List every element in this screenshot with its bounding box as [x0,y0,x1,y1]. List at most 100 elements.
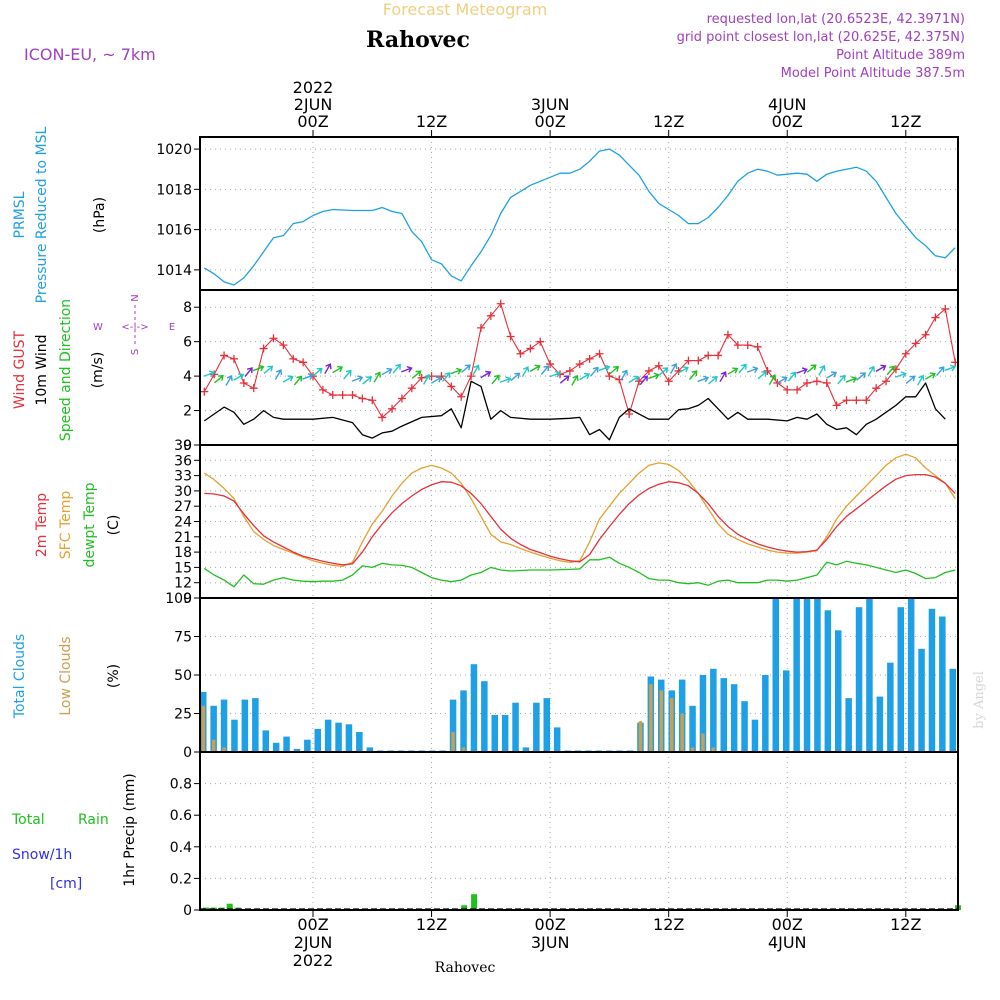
wind-arrow-shape-3 [233,373,245,381]
gust-marker-16 [358,394,367,403]
total-cloud-bar-56 [783,670,790,752]
wind-arrow-icon-16 [362,376,373,385]
wind-arrow-shape-66 [856,372,867,381]
ytick-label-wind-4: 8 [183,300,192,316]
gust-marker-50 [694,356,703,365]
top-axis-label-4-line2: 4JUN [768,95,807,114]
wind-arrow-icon-35 [549,370,561,378]
total-cloud-bar-8 [283,736,290,752]
gust-marker-4 [239,379,248,387]
wind-arrow-icon-65 [845,376,858,383]
wind-arrow-shape-28 [480,370,492,379]
rain-bar-3 [226,903,233,910]
location-title: Rahovec [366,27,470,53]
total-cloud-bar-5 [252,698,259,752]
wind-arrow-shape-56 [757,371,768,380]
panel-precip: 0 0.2 0.4 0.6 0.8 [170,752,961,919]
gust-marker-35 [546,360,555,369]
wind-arrow-shape-53 [727,367,739,375]
wind-arrow-shape-10 [302,373,314,380]
wind-unit: (m/s) [90,352,106,389]
wind-arrow-shape-36 [559,375,570,384]
gust-marker-28 [476,323,485,332]
wind-arrow-shape-23 [430,376,442,384]
wind-arrow-icon-46 [658,367,669,376]
bottom-axis-label-0-line2: 2JUN [294,933,333,952]
total-cloud-bar-28 [491,715,498,752]
wind-arrow-shape-43 [628,375,640,384]
footer-location: Rahovec [435,960,496,976]
bottom-axis-label-0-line3: 2022 [293,951,334,970]
total-cloud-bar-32 [533,702,540,752]
total-cloud-bar-13 [335,722,342,752]
total-cloud-bar-58 [803,598,811,752]
gust-marker-66 [852,396,861,405]
ytick-label-temperature-5: 24 [174,515,192,531]
gust-marker-45 [644,366,653,375]
pressure-labels: PRMSL Pressure Reduced to MSL (hPa) [12,126,108,303]
wind-arrow-icon-69 [886,365,895,376]
wind-arrow-icon-51 [708,376,718,385]
precip-unit: 1hr Precip (mm) [122,773,138,886]
ytick-label-temperature-3: 18 [174,545,192,561]
wind-arrow-shape-31 [510,372,521,382]
gust-marker-37 [565,366,574,375]
rain-bar-5 [461,905,468,910]
gust-marker-15 [348,391,357,400]
ytick-label-pressure-3: 1020 [156,142,192,158]
wind-arrow-shape-34 [540,365,550,375]
wind-arrow-shape-22 [422,373,431,385]
total-cloud-bar-67 [897,607,904,752]
panel-frame-1 [199,289,959,446]
pressure-unit: (hPa) [92,197,108,233]
ytick-label-wind-0: 0 [183,438,192,454]
wind-arrow-shape-58 [776,376,788,384]
total-cloud-bar-62 [845,698,852,752]
wind-arrow-icon-73 [924,372,936,380]
total-cloud-bar-65 [876,696,884,752]
gust-marker-57 [763,366,772,375]
wind-arrow-shape-69 [886,365,895,376]
ytick-label-temperature-9: 36 [174,453,192,469]
wind-arrow-icon-26 [461,364,471,373]
wind-arrow-icon-67 [867,365,875,377]
wind-arrow-shape-20 [401,365,413,373]
total-cloud-bar-12 [324,719,332,752]
total-cloud-bar-2 [220,699,228,752]
temperature-labels: 2m Temp SFC Temp dewpt Temp (C) [34,482,122,567]
wind-arrow-icon-45 [648,372,660,380]
wind-arrow-icon-48 [677,366,689,374]
wind-arrow-shape-16 [362,376,373,385]
wind-arrow-icon-58 [776,376,788,384]
wind-arrow-shape-33 [529,364,541,373]
rain-bar-6 [471,894,478,910]
total-cloud-bar-55 [772,598,779,752]
total-cloud-bar-29 [501,715,509,752]
compass-e: E [169,322,175,333]
low-cloud-bar-0 [201,705,205,752]
ytick-label-precip-2: 0.4 [170,840,192,856]
wind-arrow-icon-21 [411,370,422,379]
wind-arrow-icon-17 [373,371,381,383]
gust-marker-64 [832,401,841,410]
wind-direction-label: Speed and Direction [58,299,74,441]
wind-arrow-icon-18 [381,367,393,376]
wind-arrow-icon-29 [491,374,500,385]
wind-arrow-icon-41 [609,366,620,375]
wind-arrow-shape-0 [203,370,216,378]
gust-marker-63 [822,379,831,387]
wind-arrow-icon-20 [401,365,413,373]
precip-total-label: Total [11,812,45,828]
wind-labels: Wind GUST 10m Wind Speed and Direction (… [12,294,175,441]
ytick-label-temperature-7: 30 [174,484,192,500]
bottom-axis-label-2-line2: 3JUN [531,933,570,952]
gust-marker-5 [249,384,258,393]
wind-arrow-shape-5 [252,364,265,372]
wind-arrow-shape-32 [521,366,530,378]
bottom-axis-label-0-line1: 00Z [297,915,328,934]
wind-arrow-shape-2 [225,374,233,386]
ytick-label-pressure-1: 1016 [156,223,192,239]
gust-marker-34 [536,337,545,346]
